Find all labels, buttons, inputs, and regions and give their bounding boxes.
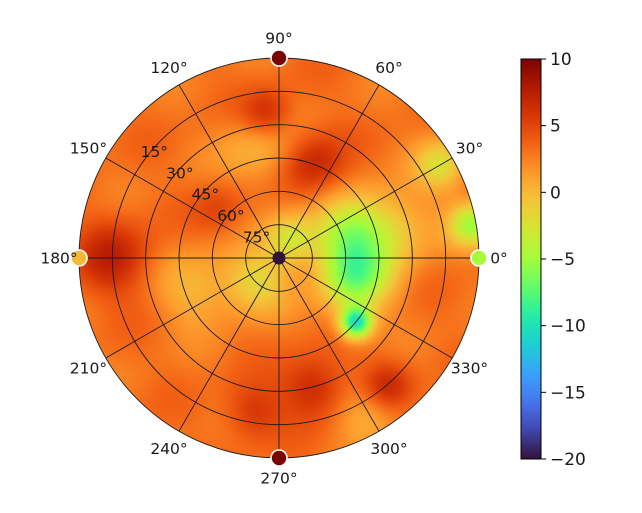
radial-tick-labels: 15° 30° 45° 60° 75°	[141, 143, 271, 247]
radial-tick-label: 75°	[243, 229, 270, 247]
colorbar-tick-label: −15	[550, 383, 586, 403]
angular-tick-label: 270°	[260, 470, 297, 488]
angular-tick-label: 150°	[70, 140, 107, 158]
angular-tick-label: 300°	[370, 440, 407, 458]
radial-tick-label: 30°	[166, 164, 193, 182]
data-marker	[270, 449, 288, 467]
angular-grid-line	[178, 257, 280, 432]
angular-grid-line	[178, 84, 280, 259]
colorbar-ticks: 10 5 0 −5 −10 −15 −20	[541, 50, 586, 470]
angular-grid-line	[278, 157, 453, 259]
radial-tick-label: 45°	[192, 186, 219, 204]
radial-tick-label: 15°	[141, 143, 168, 161]
data-marker	[70, 249, 88, 267]
angular-tick-label: 0°	[490, 250, 508, 268]
angular-grid-line	[278, 84, 380, 259]
colorbar-tick-label: −10	[550, 317, 586, 337]
data-marker	[470, 249, 488, 267]
angular-tick-label: 240°	[150, 440, 187, 458]
angular-tick-label: 90°	[265, 30, 292, 48]
marker-layer	[70, 49, 488, 467]
angular-tick-label: 180°	[40, 250, 77, 268]
polar-plot-area: 15° 30° 45° 60° 75° 0° 30° 60° 90° 120° 150° 180° 2…	[40, 30, 507, 488]
angular-tick-label: 60°	[375, 59, 402, 77]
data-marker	[270, 49, 288, 67]
colorbar-tick-label: −5	[550, 250, 575, 270]
colorbar: 10 5 0 −5 −10 −15 −20	[520, 50, 586, 470]
colorbar-tick-label: −20	[550, 450, 586, 470]
angular-grid-line	[105, 257, 280, 359]
angular-grid-line	[278, 257, 453, 359]
data-marker	[272, 251, 286, 265]
angular-tick-label: 330°	[451, 360, 488, 378]
angular-tick-label: 210°	[70, 360, 107, 378]
angular-grid-line	[105, 157, 280, 259]
angular-tick-labels: 0° 30° 60° 90° 120° 150° 180° 210° 240° 270° 300° 3…	[40, 30, 507, 488]
radial-tick-label: 60°	[217, 207, 244, 225]
angular-grid-line	[278, 257, 380, 432]
colorbar-tick-label: 5	[550, 117, 561, 137]
colorbar-tick-label: 0	[550, 183, 561, 203]
angular-tick-label: 120°	[150, 59, 187, 77]
colorbar-tick-label: 10	[550, 50, 572, 70]
colorbar-gradient	[521, 59, 541, 459]
angular-tick-label: 30°	[456, 140, 483, 158]
